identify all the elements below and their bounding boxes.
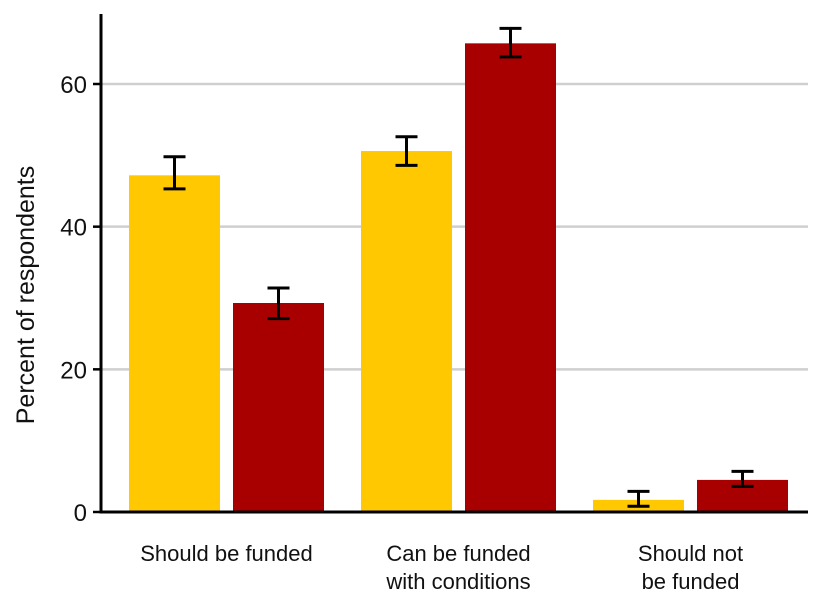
error-bar-series1-cat3	[627, 489, 650, 508]
error-bar-series2-cat2	[499, 26, 522, 59]
x-category-label-2: Can be funded with conditions	[385, 541, 530, 594]
y-tick-label-40: 40	[60, 215, 87, 242]
bar-series1-cat1	[129, 175, 220, 512]
error-bar-series2-cat1	[267, 286, 290, 321]
x-category-label-3: Should not be funded	[638, 541, 743, 594]
bar-series2-cat1	[233, 302, 324, 512]
error-bars	[163, 26, 754, 508]
y-tick-label-0: 0	[74, 500, 87, 527]
bar-series1-cat2	[361, 151, 452, 512]
x-category-labels: Should be funded Can be funded with condit…	[140, 541, 743, 594]
y-axis-title: Percent of respondents	[12, 166, 40, 425]
error-bar-series1-cat2	[395, 135, 418, 167]
axes	[99, 14, 808, 514]
bar-series2-cat2	[465, 43, 556, 513]
error-bar-series2-cat3	[731, 469, 754, 488]
error-bar-series1-cat1	[163, 155, 186, 191]
y-tick-label-60: 60	[60, 72, 87, 99]
bars	[129, 43, 788, 513]
y-tick-label-20: 20	[60, 357, 87, 384]
y-tick-labels: 0 20 40 60	[60, 72, 101, 527]
x-category-label-1: Should be funded	[140, 541, 313, 566]
